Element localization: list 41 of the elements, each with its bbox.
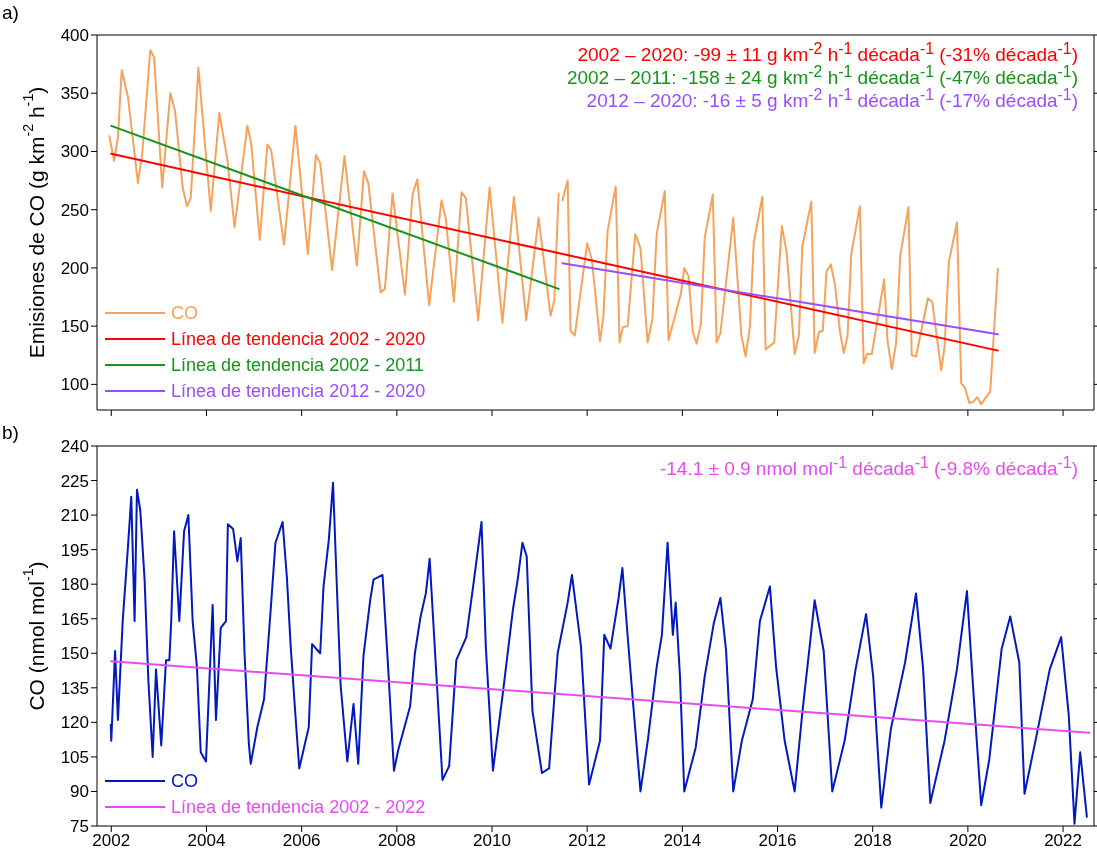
x-tick-label: 2008 <box>377 831 416 851</box>
y-tick-label: 150 <box>60 317 89 337</box>
text: 2002 – 2020: -99 ± 11 g km$^{-2}$ h$^{-1}$ década$^{-1}$ (-31% década$^{-1}$) <box>577 40 1078 66</box>
x-tick-label: 2010 <box>473 831 511 851</box>
y-tick-label: 250 <box>60 200 89 220</box>
annotation: -14.1 ± 0.9 nmol mol$^{-1}$ década$^{-1}$ (-9.8% década$^{-1}$) <box>659 454 1078 481</box>
legend-label: Línea de tendencia 2002 - 2020 <box>171 328 426 350</box>
x-tick-label: 2018 <box>853 831 892 851</box>
y-tick-label: 210 <box>60 506 89 526</box>
legend-label: Línea de tendencia 2002 - 2022 <box>171 796 426 818</box>
x-tick-label: 2020 <box>948 831 987 851</box>
x-tick-label: 2012 <box>568 831 607 851</box>
y-tick-label: 75 <box>70 817 89 837</box>
y-tick-label: 240 <box>60 437 89 457</box>
legend-label: Línea de tendencia 2012 - 2020 <box>171 380 426 402</box>
x-tick-label: 2014 <box>663 831 702 851</box>
x-tick-label: 2022 <box>1044 831 1082 851</box>
legend-label: CO <box>171 302 198 324</box>
y-tick-label: 225 <box>60 471 89 491</box>
line-series <box>109 481 1088 825</box>
legend-label: Línea de tendencia 2002 - 2011 <box>171 354 424 376</box>
chart-title: a) <box>2 2 19 24</box>
x-tick-label: 2016 <box>758 831 797 851</box>
y-tick-label: 400 <box>60 26 89 46</box>
y-tick-label: 350 <box>60 84 89 104</box>
y-tick-label: 195 <box>60 540 89 560</box>
y-tick-label: 180 <box>60 575 89 595</box>
y-tick-label: 135 <box>60 678 89 698</box>
y-tick-label: 150 <box>60 644 89 664</box>
y-tick-label: 100 <box>60 375 89 395</box>
x-tick-label: 2006 <box>282 831 321 851</box>
y-tick-label: 165 <box>60 609 89 629</box>
chart-title: b) <box>2 422 19 444</box>
y-tick-label: 200 <box>60 258 89 278</box>
legend-label: CO <box>171 770 198 792</box>
y-tick-label: 90 <box>70 782 89 802</box>
y-tick-label: 120 <box>60 713 89 733</box>
x-tick-label: 2002 <box>92 831 131 851</box>
x-tick-label: 2004 <box>187 831 226 851</box>
y-tick-label: 105 <box>60 747 89 767</box>
y-tick-label: 300 <box>60 142 89 162</box>
